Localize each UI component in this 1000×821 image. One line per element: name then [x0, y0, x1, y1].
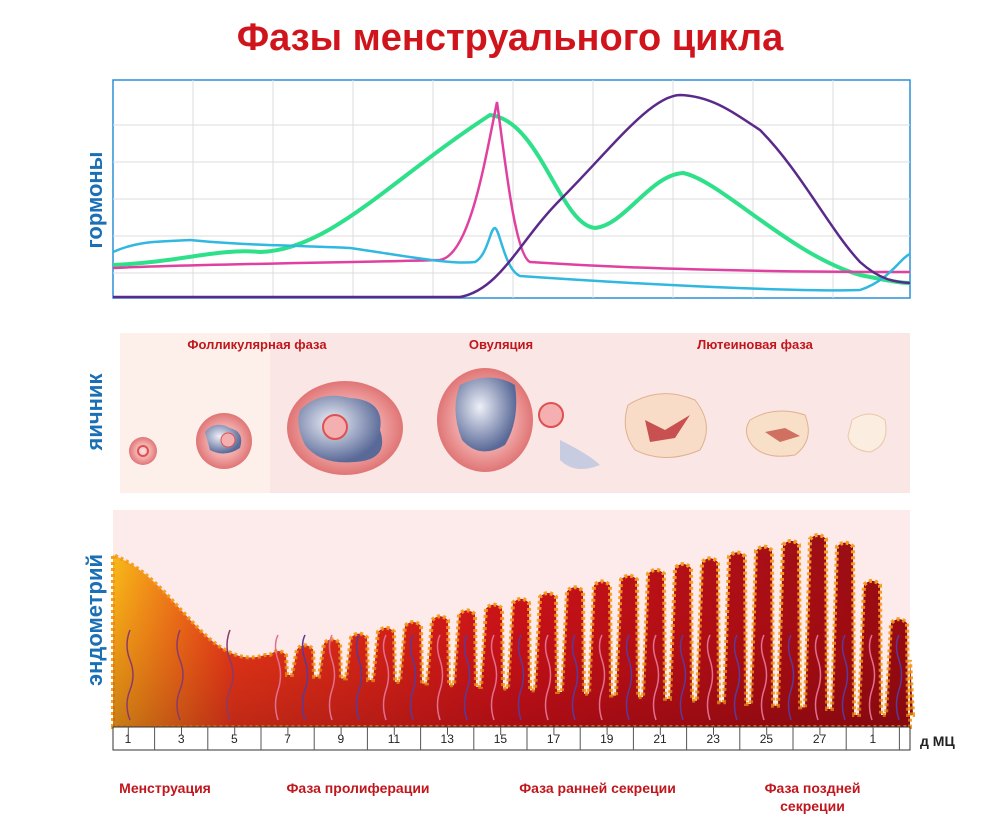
hormone-panel — [112, 79, 911, 299]
vessel — [436, 634, 444, 721]
vessel — [679, 634, 687, 721]
days-unit: д МЦ — [920, 733, 955, 749]
vessel — [544, 634, 552, 721]
cycle-phase: Фаза ранней секреции — [519, 780, 676, 796]
oocyte — [322, 414, 348, 440]
vessel — [409, 634, 417, 721]
vessel — [841, 634, 849, 721]
day-label: 3 — [178, 732, 185, 746]
day-label: 7 — [284, 732, 291, 746]
cycle-phase: Фаза пролиферации — [286, 780, 430, 796]
day-label: 17 — [547, 732, 561, 746]
vessel — [598, 634, 606, 721]
day-label: 23 — [707, 732, 721, 746]
curve-lh — [112, 101, 911, 274]
vessel — [382, 634, 390, 721]
day-label: 1 — [125, 732, 132, 746]
curve-estrogen — [112, 226, 911, 292]
ovary-panel-shade — [120, 333, 270, 493]
curve-progesterone — [113, 93, 911, 299]
ovary-phase: Лютеиновая фаза — [697, 337, 814, 352]
vessel — [733, 634, 741, 721]
day-label: 15 — [494, 732, 508, 746]
vessel — [625, 634, 633, 721]
corpus-albicans — [847, 413, 887, 453]
panel-label: гормоны — [82, 152, 107, 249]
day-label: 11 — [388, 732, 401, 746]
vessel — [301, 634, 309, 721]
day-label: 25 — [760, 732, 774, 746]
day-label: 21 — [653, 732, 667, 746]
ovary-phase: Овуляция — [469, 337, 533, 352]
day-label: 5 — [231, 732, 238, 746]
oocyte — [220, 432, 236, 448]
vessel — [126, 629, 134, 721]
vessel — [571, 634, 579, 721]
vessel — [760, 634, 768, 721]
title: Фазы менструального цикла — [237, 17, 784, 59]
vessel — [274, 634, 282, 721]
vessel — [490, 634, 498, 721]
ovum — [538, 402, 564, 428]
day-label: 9 — [337, 732, 344, 746]
vessel — [787, 634, 795, 721]
panel-label: эндометрий — [82, 554, 107, 686]
corpus-luteum-core — [645, 415, 690, 442]
panel-label: яичник — [82, 373, 107, 452]
ovary-phase: Фолликулярная фаза — [187, 337, 327, 352]
vessel — [517, 634, 525, 721]
vessel — [463, 634, 471, 721]
antrum — [455, 377, 517, 452]
vessel — [176, 629, 184, 721]
vessel — [355, 634, 363, 721]
cycle-phase: Фаза поздней секреции — [764, 780, 861, 814]
vessel — [226, 629, 234, 721]
vessel — [868, 634, 876, 721]
vessel — [652, 634, 660, 721]
corpus-luteum-core — [765, 428, 800, 442]
vessel — [814, 634, 822, 721]
day-label: 1 — [869, 732, 876, 746]
follicle — [129, 437, 157, 465]
day-label: 27 — [813, 732, 827, 746]
vessel — [328, 634, 336, 721]
vessel — [706, 634, 714, 721]
vessel — [895, 634, 903, 721]
cycle-phase: Менструация — [119, 780, 211, 796]
released-fluid — [560, 440, 600, 469]
oocyte — [137, 445, 149, 457]
day-label: 13 — [441, 732, 455, 746]
corpus-luteum — [624, 393, 707, 458]
day-strip — [112, 726, 911, 751]
curve-fsh — [112, 112, 911, 285]
day-label: 19 — [600, 732, 614, 746]
